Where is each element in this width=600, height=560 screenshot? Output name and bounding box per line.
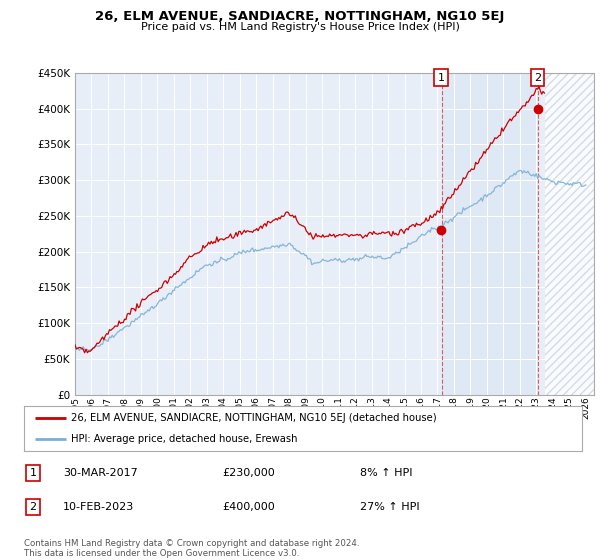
Text: 1: 1 — [438, 73, 445, 83]
Text: 2: 2 — [29, 502, 37, 512]
Bar — [442, 73, 538, 395]
Text: £400,000: £400,000 — [222, 502, 275, 512]
Text: Price paid vs. HM Land Registry's House Price Index (HPI): Price paid vs. HM Land Registry's House … — [140, 22, 460, 32]
Bar — [545, 73, 594, 395]
Text: £230,000: £230,000 — [222, 468, 275, 478]
Text: Contains HM Land Registry data © Crown copyright and database right 2024.
This d: Contains HM Land Registry data © Crown c… — [24, 539, 359, 558]
Text: 10-FEB-2023: 10-FEB-2023 — [63, 502, 134, 512]
Text: 8% ↑ HPI: 8% ↑ HPI — [360, 468, 413, 478]
Text: 26, ELM AVENUE, SANDIACRE, NOTTINGHAM, NG10 5EJ: 26, ELM AVENUE, SANDIACRE, NOTTINGHAM, N… — [95, 10, 505, 23]
Text: 30-MAR-2017: 30-MAR-2017 — [63, 468, 138, 478]
Text: HPI: Average price, detached house, Erewash: HPI: Average price, detached house, Erew… — [71, 433, 298, 444]
Text: 27% ↑ HPI: 27% ↑ HPI — [360, 502, 419, 512]
Text: 1: 1 — [29, 468, 37, 478]
Text: 26, ELM AVENUE, SANDIACRE, NOTTINGHAM, NG10 5EJ (detached house): 26, ELM AVENUE, SANDIACRE, NOTTINGHAM, N… — [71, 413, 437, 423]
Text: 2: 2 — [534, 73, 541, 83]
